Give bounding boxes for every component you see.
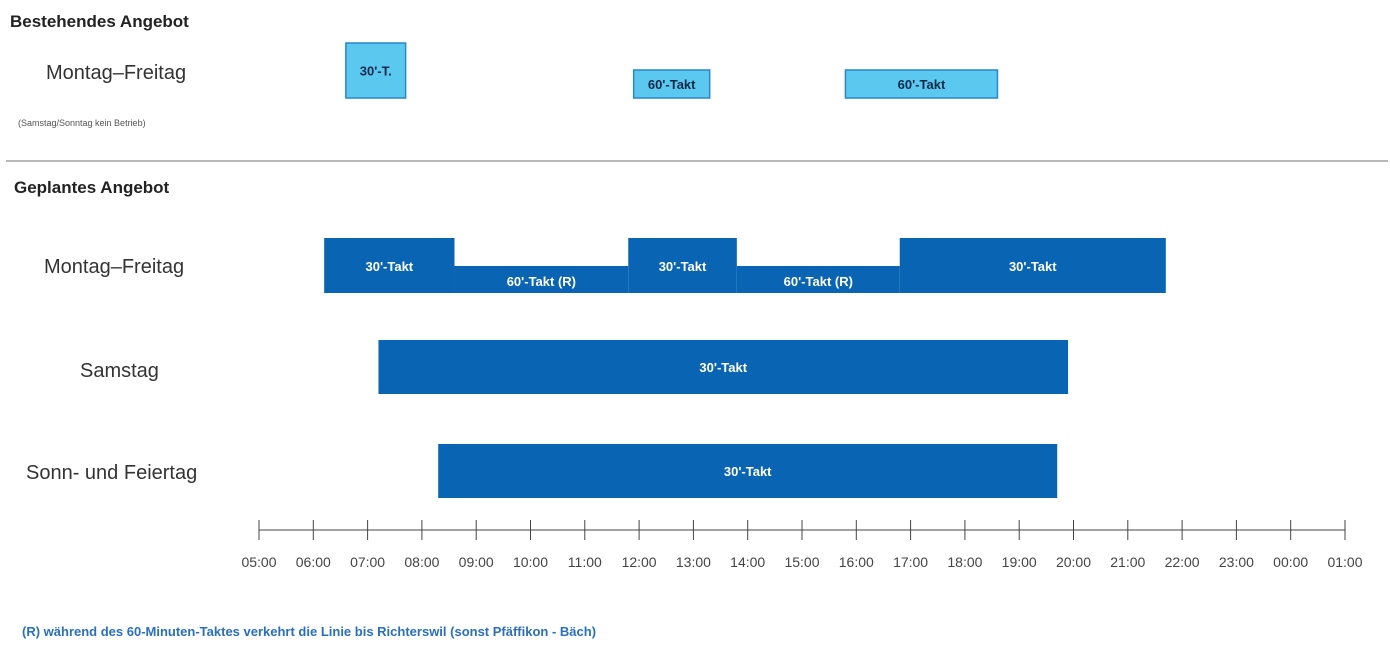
tick-label-5: 10:00	[513, 554, 548, 570]
tick-label-4: 09:00	[459, 554, 494, 570]
bar-planned_weekday-3	[736, 266, 900, 293]
bar-label-planned_weekday-1: 60'-Takt (R)	[507, 274, 576, 289]
tick-label-3: 08:00	[404, 554, 439, 570]
existing-weekday-label: Montag–Freitag	[46, 62, 187, 84]
tick-label-2: 07:00	[350, 554, 385, 570]
tick-label-8: 13:00	[676, 554, 711, 570]
existing-weekend-note: (Samstag/Sonntag kein Betrieb)	[18, 118, 146, 128]
bar-label-planned_weekday-0: 30'-Takt	[365, 259, 413, 274]
tick-label-0: 05:00	[241, 554, 276, 570]
bar-planned_saturday-0	[378, 340, 1069, 394]
tick-label-17: 22:00	[1165, 554, 1200, 570]
planned-weekday-label: Montag–Freitag	[44, 256, 185, 278]
bar-planned_weekday-4	[899, 238, 1166, 293]
bar-existing_weekday-1	[632, 69, 711, 99]
bar-existing_weekday-0	[345, 42, 407, 99]
tick-label-14: 19:00	[1002, 554, 1037, 570]
bar-label-planned_weekday-2: 30'-Takt	[659, 259, 707, 274]
tick-label-13: 18:00	[947, 554, 982, 570]
bar-label-existing_weekday-0: 30'-T.	[360, 64, 392, 79]
tick-label-6: 11:00	[568, 554, 602, 570]
bar-planned_weekday-0	[324, 238, 455, 293]
planned-saturday-label: Samstag	[80, 360, 159, 382]
existing-section-title: Bestehendes Angebot	[10, 12, 189, 31]
tick-label-7: 12:00	[622, 554, 657, 570]
bar-label-planned_weekday-4: 30'-Takt	[1009, 259, 1057, 274]
bar-planned_weekday-1	[454, 266, 629, 293]
tick-label-9: 14:00	[730, 554, 765, 570]
tick-label-18: 23:00	[1219, 554, 1254, 570]
tick-label-15: 20:00	[1056, 554, 1091, 570]
planned-sunday-label: Sonn- und Feiertag	[26, 462, 198, 484]
section-divider	[6, 160, 1388, 162]
tick-label-19: 00:00	[1273, 554, 1308, 570]
planned-section-title: Geplantes Angebot	[14, 178, 170, 197]
bar-label-existing_weekday-1: 60'-Takt	[648, 77, 696, 92]
tick-label-16: 21:00	[1110, 554, 1145, 570]
tick-label-11: 16:00	[839, 554, 874, 570]
bar-existing_weekday-2	[844, 69, 999, 99]
bar-label-planned_saturday-0: 30'-Takt	[699, 360, 747, 375]
tick-label-12: 17:00	[893, 554, 928, 570]
bar-planned_sunday-0	[438, 444, 1058, 498]
tick-label-20: 01:00	[1327, 554, 1362, 570]
bar-label-planned_weekday-3: 60'-Takt (R)	[784, 274, 853, 289]
tick-label-1: 06:00	[296, 554, 331, 570]
bar-label-planned_sunday-0: 30'-Takt	[724, 464, 772, 479]
tick-label-10: 15:00	[784, 554, 819, 570]
bar-label-existing_weekday-2: 60'-Takt	[898, 77, 946, 92]
bar-planned_weekday-2	[628, 238, 737, 293]
footnote: (R) während des 60-Minuten-Taktes verkeh…	[22, 624, 597, 639]
